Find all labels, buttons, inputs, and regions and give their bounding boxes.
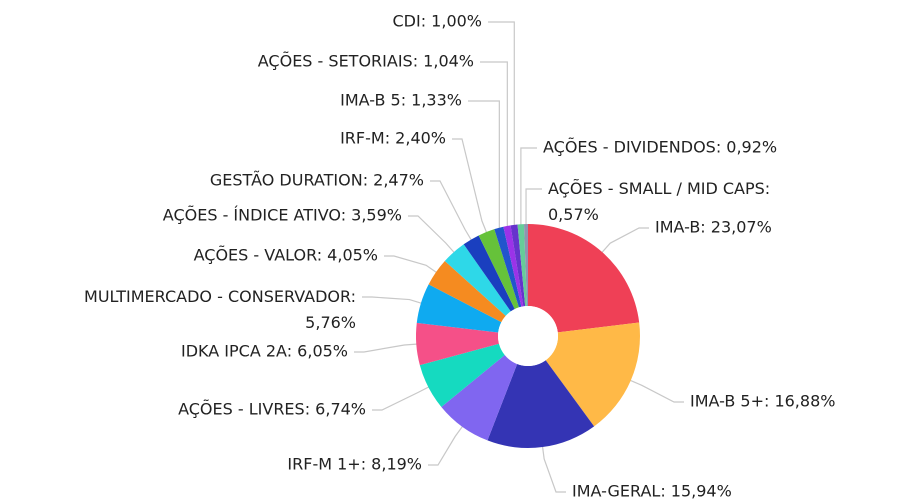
slice-label: IRF-M 1+: 8,19% [287, 455, 422, 474]
leader-line [384, 255, 438, 274]
pie-slice [463, 235, 515, 312]
pie-slice [428, 260, 506, 323]
slice-label: AÇÕES - SETORIAIS: 1,04% [258, 52, 474, 71]
pie-slice [528, 224, 640, 333]
pie-slice [503, 225, 524, 307]
leader-line [468, 100, 500, 230]
slice-label: AÇÕES - ÍNDICE ATIVO: 3,59% [163, 206, 402, 225]
slice-label-line: 5,76% [305, 313, 356, 332]
pie-slice [517, 224, 527, 307]
slice-label: IMA-B 5+: 16,88% [690, 392, 835, 411]
pie-slice [441, 355, 518, 441]
slice-label: IMA-B: 23,07% [655, 218, 772, 237]
leader-line [372, 385, 431, 411]
pie-slice [478, 229, 519, 310]
slice-label: IDKA IPCA 2A: 6,05% [181, 342, 348, 361]
leader-line [525, 188, 542, 227]
leader-line [354, 343, 419, 353]
pie-slice [510, 224, 526, 307]
slice-label-line: MULTIMERCADO - CONSERVADOR: [84, 287, 356, 306]
pie-slice [523, 224, 528, 307]
leader-line [408, 215, 456, 254]
leader-line [600, 227, 649, 255]
leader-lines [354, 21, 684, 493]
pie-slice [545, 322, 640, 427]
slice-label: AÇÕES - DIVIDENDOS: 0,92% [543, 138, 777, 157]
leader-line [520, 147, 537, 227]
donut-hole [498, 306, 558, 366]
slice-label: MULTIMERCADO - CONSERVADOR: 5,76% [84, 287, 356, 332]
slice-label: GESTÃO DURATION: 2,47% [210, 171, 424, 190]
pie-slice [416, 322, 500, 366]
pie-slice [494, 226, 522, 308]
leader-line [480, 61, 508, 228]
leader-line [428, 424, 464, 466]
leader-line [430, 180, 473, 242]
leader-line [488, 21, 515, 227]
slice-label: IRF-M: 2,40% [340, 129, 446, 148]
pie-slice [416, 284, 502, 333]
slice-label-line: AÇÕES - SMALL / MID CAPS: [548, 179, 770, 198]
slice-label: CDI: 1,00% [392, 12, 482, 31]
pie-slice [419, 343, 505, 407]
leader-line [452, 138, 488, 235]
pie-slice [487, 360, 595, 448]
pie-slice [444, 244, 511, 316]
slice-label: IMA-B 5: 1,33% [340, 91, 462, 110]
slice-label: IMA-GERAL: 15,94% [572, 482, 732, 501]
slice-label-line: 0,57% [548, 205, 599, 224]
slice-label: AÇÕES - VALOR: 4,05% [194, 246, 378, 265]
leader-line [628, 379, 684, 403]
slice-label: AÇÕES - SMALL / MID CAPS: 0,57% [548, 179, 770, 224]
slice-label: AÇÕES - LIVRES: 6,74% [178, 400, 366, 419]
leader-line [362, 296, 424, 305]
leader-line [541, 444, 566, 493]
